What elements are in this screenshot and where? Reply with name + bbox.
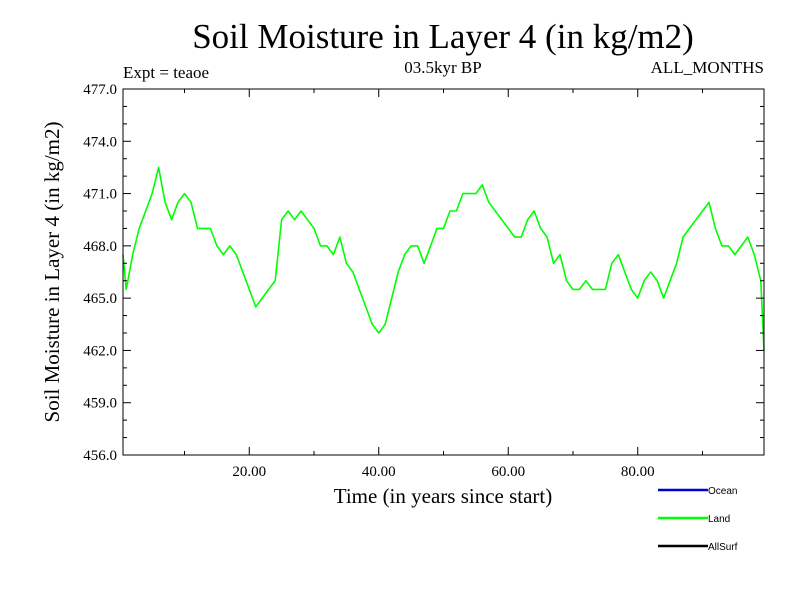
y-tick-label: 465.0 bbox=[83, 291, 117, 307]
y-tick-label: 474.0 bbox=[83, 134, 117, 150]
months-label: ALL_MONTHS bbox=[651, 58, 764, 77]
x-tick-label: 80.00 bbox=[621, 464, 655, 480]
y-tick-label: 462.0 bbox=[83, 343, 117, 359]
y-axis-label: Soil Moisture in Layer 4 (in kg/m2) bbox=[40, 122, 64, 423]
y-tick-label: 471.0 bbox=[83, 187, 117, 203]
chart-subtitle: 03.5kyr BP bbox=[404, 58, 481, 77]
y-tick-label: 456.0 bbox=[83, 448, 117, 464]
legend-label-ocean: Ocean bbox=[708, 486, 737, 497]
legend-label-allsurf: AllSurf bbox=[708, 542, 738, 553]
plot-area: 456.0 459.0 462.0 465.0 468.0 471.0 474.0 477.0… bbox=[83, 82, 765, 480]
x-tick-label: 20.00 bbox=[232, 464, 266, 480]
experiment-label: Expt = teaoe bbox=[123, 63, 209, 82]
x-tick-label: 60.00 bbox=[491, 464, 525, 480]
x-axis-label: Time (in years since start) bbox=[334, 484, 553, 508]
legend-label-land: Land bbox=[708, 514, 730, 525]
chart-title: Soil Moisture in Layer 4 (in kg/m2) bbox=[192, 17, 694, 56]
series-line-land bbox=[122, 166, 765, 351]
legend: Ocean Land AllSurf bbox=[658, 486, 738, 553]
y-tick-label: 459.0 bbox=[83, 396, 117, 412]
data-layer bbox=[122, 166, 765, 351]
plot-frame bbox=[122, 88, 765, 456]
y-tick-label: 468.0 bbox=[83, 239, 117, 255]
y-tick-label: 477.0 bbox=[83, 82, 117, 98]
x-tick-label: 40.00 bbox=[362, 464, 396, 480]
x-axis: 20.00 40.00 60.00 80.00 bbox=[184, 89, 703, 480]
y-axis: 456.0 459.0 462.0 465.0 468.0 471.0 474.0 477.0 bbox=[83, 82, 764, 464]
